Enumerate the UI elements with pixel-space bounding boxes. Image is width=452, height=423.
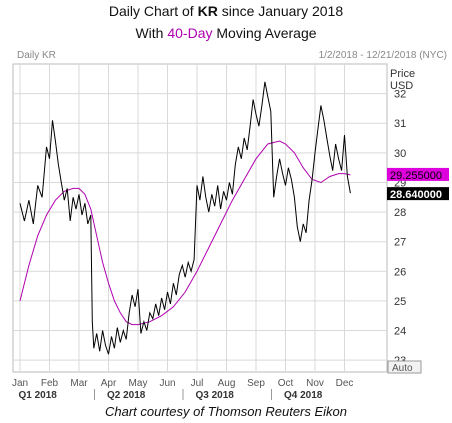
x-tick-label: Mar	[70, 378, 88, 389]
quarter-label: Q4 2018	[284, 390, 323, 401]
ma-value-tag: 29.255000	[387, 167, 449, 182]
quarter-label: Q3 2018	[196, 390, 235, 401]
x-tick-label: Jun	[159, 378, 175, 389]
x-tick-label: Apr	[101, 378, 117, 389]
quarter-label: Q2 2018	[107, 390, 146, 401]
x-tick-label: Jul	[191, 378, 204, 389]
y-tick-label: 28	[394, 207, 406, 219]
y-tick-label: 32	[394, 89, 406, 101]
chart-title-line-1: Daily Chart of KR since January 2018	[108, 3, 344, 19]
auto-scale-button[interactable]: Auto	[387, 360, 422, 374]
price-value-tag: 28.640000	[387, 187, 449, 201]
y-tick-label: 27	[394, 237, 406, 249]
chart-title-line-2: With 40-Day Moving Average	[135, 25, 317, 41]
y-tick-label: 25	[394, 296, 406, 308]
moving-average-line	[19, 140, 351, 326]
y-tick-label: 24	[394, 326, 406, 338]
y-axis-title-usd: USD	[390, 80, 413, 92]
x-tick-label: Jan	[12, 378, 28, 389]
x-axis: Jan Feb Mar Apr May Jun Jul Aug Sep Oct Nov Dec Q1 2…	[12, 378, 353, 401]
x-tick-label: Oct	[278, 378, 294, 389]
auto-scale-button-label[interactable]: Auto	[392, 363, 413, 374]
x-tick-label: Feb	[41, 378, 59, 389]
ticker-symbol: KR	[197, 3, 218, 19]
price-value-tag-text: 28.640000	[390, 189, 442, 201]
ma-value-tag-box	[387, 167, 449, 181]
x-tick-label: Aug	[218, 378, 236, 389]
chart-header-left: Daily KR	[17, 50, 56, 61]
x-tick-label: Sep	[247, 378, 265, 389]
y-axis: Price USD 23242526272829303132	[390, 68, 415, 367]
x-tick-label: Dec	[336, 378, 354, 389]
ma-period-label: 40-Day	[167, 25, 213, 41]
y-tick-label: 31	[394, 118, 406, 130]
y-axis-title-price: Price	[390, 68, 415, 80]
grid-lines	[13, 64, 387, 372]
price-line	[19, 81, 351, 355]
y-tick-label: 30	[394, 148, 406, 160]
price-value-tag-box	[387, 187, 449, 201]
plot-area	[12, 63, 388, 373]
chart-credit: Chart courtesy of Thomson Reuters Eikon	[104, 404, 348, 419]
x-tick-label: Nov	[306, 378, 324, 389]
y-tick-label: 26	[394, 266, 406, 278]
x-tick-label: May	[129, 378, 148, 389]
chart-header-right: 1/2/2018 - 12/21/2018 (NYC)	[319, 50, 447, 61]
quarter-label: Q1 2018	[19, 390, 58, 401]
ma-value-tag-text: 29.255000	[390, 170, 442, 182]
auto-scale-button-box[interactable]	[387, 360, 422, 374]
